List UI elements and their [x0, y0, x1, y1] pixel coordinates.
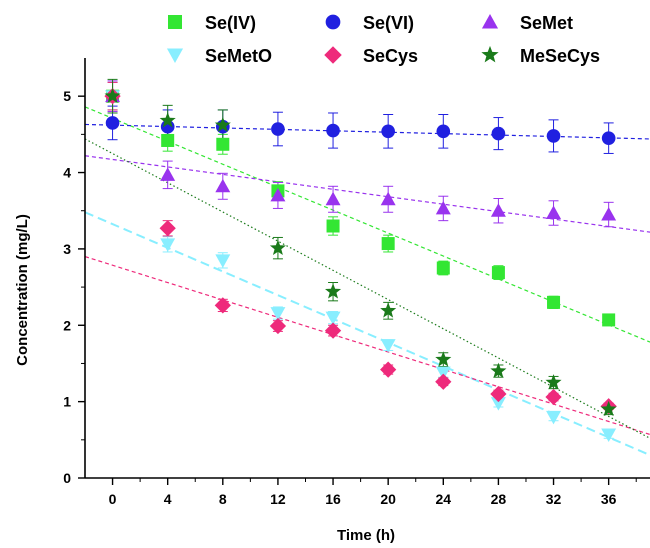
data-point: [216, 137, 230, 151]
data-point: [436, 124, 451, 139]
data-point: [214, 116, 231, 133]
x-tick-label: 12: [270, 491, 286, 507]
data-point: [324, 322, 342, 339]
data-point: [271, 122, 285, 136]
y-tick-label: 3: [63, 241, 71, 257]
data-point: [490, 397, 506, 411]
y-axis-title: Concentration (mg/L): [14, 214, 31, 366]
trend-line-3: [84, 211, 650, 457]
legend-marker: [166, 48, 184, 64]
data-point: [490, 385, 507, 403]
data-point: [105, 116, 120, 130]
legend-marker: [481, 13, 499, 29]
data-point: [160, 238, 176, 252]
data-point: [380, 361, 397, 378]
data-point: [491, 266, 505, 280]
data-point: [546, 205, 562, 219]
data-point: [545, 388, 562, 406]
data-point: [159, 220, 176, 237]
legend-marker: [325, 14, 341, 30]
legend-item-3: SeMetO: [166, 46, 272, 66]
legend-marker: [324, 46, 342, 64]
legend-item-2: SeMet: [481, 13, 573, 33]
data-point: [435, 200, 451, 215]
data-point: [602, 313, 616, 327]
data-point: [601, 131, 616, 146]
data-point: [160, 167, 176, 181]
legend-marker: [481, 45, 499, 63]
y-tick-label: 0: [63, 470, 71, 486]
data-point: [215, 254, 231, 268]
data-point: [161, 133, 175, 147]
data-point: [436, 261, 450, 275]
x-tick-label: 16: [325, 491, 341, 507]
trend-lines: [84, 106, 650, 457]
data-point: [545, 374, 562, 390]
data-point: [547, 295, 561, 309]
data-point: [380, 191, 396, 206]
legend-label: SeMet: [520, 13, 573, 33]
data-point: [326, 123, 340, 138]
x-tick-label: 36: [601, 491, 617, 507]
trend-line-5: [84, 138, 650, 439]
data-point: [159, 112, 176, 128]
data-points: [104, 87, 617, 442]
data-point: [600, 400, 617, 417]
data-point: [435, 366, 451, 381]
x-tick-label: 4: [164, 491, 172, 507]
error-bars: [107, 78, 614, 439]
data-point: [325, 311, 341, 326]
data-point: [601, 207, 617, 221]
legend: Se(IV) Se(VI) SeMet SeMetO SeCys MeSeCys: [166, 13, 600, 66]
data-point: [270, 187, 286, 202]
data-point: [325, 283, 342, 299]
data-point: [546, 410, 562, 425]
trend-line-4: [84, 255, 650, 436]
legend-label: MeSeCys: [520, 46, 600, 66]
y-tick-label: 5: [63, 88, 71, 104]
x-tick-label: 8: [219, 491, 227, 507]
data-point: [546, 129, 561, 143]
data-point: [601, 428, 617, 442]
data-point: [381, 237, 395, 251]
x-tick-label: 32: [546, 491, 562, 507]
data-point: [435, 351, 452, 367]
legend-label: Se(IV): [205, 13, 256, 33]
y-tick-label: 2: [63, 317, 71, 333]
data-point: [104, 87, 121, 104]
data-point: [325, 191, 341, 206]
legend-marker: [168, 15, 182, 29]
x-tick-label: 28: [491, 491, 507, 507]
legend-item-0: Se(IV): [168, 13, 256, 33]
data-point: [214, 297, 231, 314]
y-tick-label: 1: [63, 394, 71, 410]
legend-label: SeCys: [363, 46, 418, 66]
data-point: [380, 302, 397, 318]
legend-label: Se(VI): [363, 13, 414, 33]
data-point: [490, 203, 506, 217]
legend-item-5: MeSeCys: [481, 45, 600, 66]
x-tick-label: 24: [436, 491, 452, 507]
data-point: [381, 124, 395, 139]
data-point: [326, 219, 340, 233]
trend-line-0: [84, 106, 650, 343]
data-point: [269, 239, 286, 255]
legend-label: SeMetO: [205, 46, 272, 66]
data-point: [490, 362, 507, 378]
legend-item-4: SeCys: [324, 46, 418, 66]
x-tick-label: 0: [109, 491, 117, 507]
data-point: [270, 307, 286, 321]
y-tick-label: 4: [63, 165, 71, 181]
x-tick-label: 20: [380, 491, 396, 507]
data-point: [491, 126, 506, 141]
legend-item-1: Se(VI): [325, 13, 414, 33]
x-axis-title: Time (h): [337, 527, 395, 544]
data-point: [269, 317, 287, 335]
data-point: [215, 178, 231, 193]
data-point: [380, 339, 396, 353]
data-point: [435, 373, 452, 390]
